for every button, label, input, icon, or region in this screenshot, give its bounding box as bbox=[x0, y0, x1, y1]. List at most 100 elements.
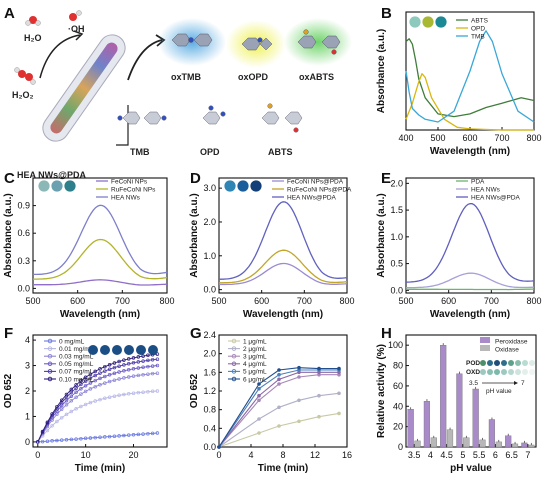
data-point bbox=[55, 404, 59, 409]
legend-marker bbox=[231, 338, 237, 344]
data-point bbox=[64, 412, 69, 417]
legend-label: 0.03 mg/mL bbox=[59, 354, 94, 361]
color-swatch bbox=[148, 345, 158, 355]
y-axis-label: OD 652 bbox=[189, 373, 200, 408]
y-axis-label: OD 652 bbox=[3, 373, 14, 408]
x-tick-label: 400 bbox=[398, 133, 413, 143]
data-point bbox=[112, 378, 117, 382]
data-point bbox=[69, 409, 74, 414]
x-tick-label: 6 bbox=[493, 450, 498, 460]
legend-label: FeCoNi NPs bbox=[111, 178, 148, 185]
data-point bbox=[64, 392, 69, 397]
x-axis-label: Wavelength (nm) bbox=[60, 309, 140, 320]
data-point bbox=[126, 368, 131, 372]
data-point bbox=[277, 377, 281, 382]
data-point bbox=[55, 419, 59, 424]
panel-g-chart: G 0 4 8 12 16 0.0 0.4 0.8 1.2 1.6 2.0 2.4 Time (min) O… bbox=[189, 325, 352, 474]
inset-pod-swatch bbox=[494, 360, 500, 366]
color-swatch bbox=[51, 180, 63, 192]
legend-swatch bbox=[480, 337, 490, 343]
series-line-tmb bbox=[405, 30, 535, 123]
legend-label: 0.10 mg/mL bbox=[59, 376, 94, 383]
y-tick-label: 1 bbox=[25, 411, 30, 421]
data-point bbox=[36, 440, 40, 444]
panel-label-d: D bbox=[190, 170, 201, 187]
data-point bbox=[117, 370, 121, 374]
color-swatch bbox=[100, 345, 110, 355]
x-tick-label: 600 bbox=[462, 133, 477, 143]
data-point bbox=[117, 377, 121, 381]
color-swatch bbox=[422, 16, 434, 28]
y-tick-label: 0 bbox=[398, 442, 403, 452]
data-point bbox=[150, 371, 155, 376]
data-point bbox=[136, 373, 141, 378]
nanowire-icon bbox=[42, 34, 126, 142]
data-point bbox=[74, 383, 78, 387]
inset-caption: pH value bbox=[486, 388, 512, 395]
oxopd-molecule-icon bbox=[241, 37, 273, 51]
x-tick-label: 500 bbox=[25, 296, 40, 306]
x-tick-label: 500 bbox=[398, 296, 413, 306]
data-point bbox=[112, 361, 117, 365]
color-swatch bbox=[224, 180, 236, 192]
data-point bbox=[59, 398, 64, 402]
x-tick-label: 700 bbox=[115, 296, 130, 306]
legend-label: 3 μg/mL bbox=[243, 354, 267, 361]
data-point bbox=[146, 389, 150, 394]
x-tick-label: 600 bbox=[70, 296, 85, 306]
data-point bbox=[93, 369, 97, 374]
x-tick-label: 3.5 bbox=[408, 450, 421, 460]
data-point bbox=[59, 415, 64, 420]
y-tick-label: 2.0 bbox=[390, 178, 403, 188]
data-point bbox=[83, 402, 88, 407]
data-point bbox=[98, 435, 102, 440]
data-point bbox=[131, 367, 136, 371]
data-point bbox=[79, 379, 83, 383]
y-tick-label: 2.4 bbox=[203, 330, 216, 340]
y-tick-label: 0.4 bbox=[203, 423, 216, 433]
x-tick-label: 800 bbox=[339, 296, 354, 306]
data-point bbox=[126, 375, 131, 379]
data-point bbox=[136, 355, 141, 359]
series-line bbox=[218, 392, 340, 448]
data-point bbox=[117, 364, 121, 368]
data-point bbox=[103, 364, 107, 369]
series-line bbox=[219, 262, 348, 286]
y-tick-label: 0.9 bbox=[17, 201, 30, 211]
series-line bbox=[218, 369, 339, 448]
legend-label: 1 μg/mL bbox=[243, 338, 267, 345]
legend-label: OPD bbox=[471, 25, 485, 32]
data-point bbox=[74, 386, 78, 390]
x-tick-label: 800 bbox=[526, 133, 541, 143]
y-tick-label: 1.0 bbox=[390, 232, 403, 242]
panel-e-chart: E 500 600 700 800 0.0 0.5 1.0 1.5 2.0 Wavelength (… bbox=[376, 170, 542, 320]
x-tick-label: 20 bbox=[128, 450, 138, 460]
y-tick-label: 1.6 bbox=[203, 367, 216, 377]
legend-marker bbox=[231, 361, 237, 367]
data-point bbox=[337, 366, 341, 371]
data-point bbox=[317, 366, 321, 371]
inset-pod-swatch bbox=[522, 360, 528, 366]
bar-peroxidase bbox=[521, 442, 528, 448]
data-point bbox=[257, 431, 261, 435]
oxabts-label: oxABTS bbox=[299, 72, 334, 82]
data-point bbox=[103, 435, 107, 439]
data-point bbox=[126, 433, 131, 437]
data-point bbox=[150, 389, 155, 394]
x-axis-label: Wavelength (nm) bbox=[243, 309, 323, 320]
data-point bbox=[83, 375, 88, 380]
opd-molecule-icon bbox=[202, 105, 226, 125]
legend-label: Peroxidase bbox=[495, 338, 528, 345]
inset-pod-swatch bbox=[508, 360, 514, 366]
legend-label: 4 μg/mL bbox=[243, 361, 267, 368]
data-point bbox=[136, 390, 141, 395]
data-point bbox=[93, 373, 97, 378]
inset-oxd-swatch bbox=[501, 369, 507, 375]
legend-marker bbox=[47, 338, 53, 344]
y-tick-label: 0.8 bbox=[203, 405, 216, 415]
legend-marker bbox=[231, 353, 237, 359]
legend-label: RuFeCoNi NPs bbox=[111, 186, 156, 193]
y-tick-label: 0.0 bbox=[203, 442, 216, 452]
series-line-abts bbox=[405, 38, 535, 118]
inset-oxd-swatch bbox=[480, 369, 486, 375]
